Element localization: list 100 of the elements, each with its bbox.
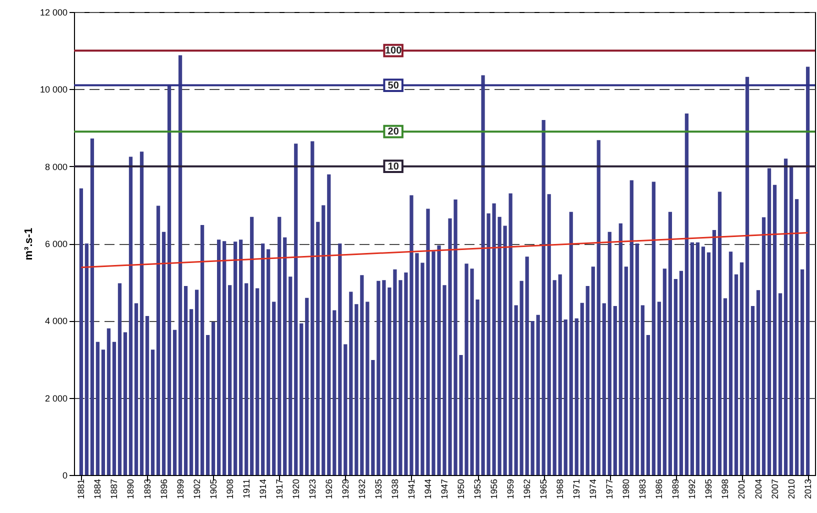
bar — [150, 350, 155, 475]
annotation: 20 — [388, 126, 400, 138]
x-tick-label: 1962 — [522, 479, 532, 500]
x-tick-label: 1890 — [126, 479, 136, 500]
x-tick-label: 1950 — [456, 479, 466, 500]
x-tick-label: 1887 — [109, 479, 120, 500]
bar — [123, 332, 128, 475]
bar — [266, 249, 270, 475]
x-tick-label: 1917 — [274, 479, 284, 500]
bar — [542, 120, 546, 475]
bar — [112, 342, 116, 475]
bar — [101, 350, 106, 475]
bar — [718, 192, 722, 475]
x-tick-label: 1938 — [390, 479, 400, 500]
x-tick-label: 1974 — [588, 479, 598, 500]
bar — [156, 206, 160, 475]
x-tick-label: 1905 — [208, 479, 218, 500]
x-tick-label: 1995 — [704, 479, 714, 500]
bar — [696, 242, 700, 475]
bar — [184, 286, 188, 475]
x-tick-label: 2004 — [753, 479, 764, 500]
x-tick-label: 1944 — [422, 479, 433, 500]
x-tick-label: 1998 — [720, 479, 730, 500]
bar — [574, 318, 578, 475]
bar — [750, 306, 755, 475]
x-tick-label: 1953 — [472, 479, 483, 500]
bar — [564, 320, 568, 475]
bar — [134, 303, 138, 475]
bar — [762, 217, 766, 475]
x-tick-label: 1989 — [670, 479, 681, 500]
bar — [239, 240, 243, 475]
bar — [602, 303, 606, 475]
bar — [288, 276, 292, 475]
x-tick-label: 2013 — [802, 479, 813, 500]
bar — [547, 194, 551, 475]
bar — [305, 298, 309, 475]
bar — [316, 222, 320, 475]
bar — [250, 216, 254, 475]
x-tick-label: 1920 — [290, 479, 301, 500]
bar — [794, 199, 799, 475]
bar — [525, 256, 529, 475]
bar — [118, 283, 122, 475]
bar — [211, 322, 216, 475]
bar — [756, 290, 760, 475]
bar — [580, 302, 584, 475]
bar — [679, 270, 684, 475]
bar — [84, 244, 89, 475]
bar — [322, 205, 326, 475]
x-tick-label: 2001 — [736, 479, 747, 500]
bar — [310, 141, 314, 475]
bar — [189, 309, 194, 475]
x-tick-label: 1965 — [538, 479, 549, 500]
x-tick-label: 1893 — [142, 479, 152, 500]
bar — [145, 316, 150, 475]
x-tick-label: 1977 — [604, 479, 615, 500]
x-tick-label: 1986 — [654, 479, 664, 500]
bar — [630, 180, 634, 475]
x-tick-label: 1959 — [506, 479, 516, 500]
x-tick-label: 1911 — [241, 479, 252, 498]
bar — [734, 274, 738, 475]
bar — [228, 285, 232, 475]
y-tick-label: 0 — [62, 470, 68, 480]
bar — [800, 269, 804, 475]
bar — [712, 230, 716, 475]
bar — [332, 310, 336, 475]
bar — [234, 242, 238, 475]
bar — [558, 274, 562, 475]
bar — [728, 252, 733, 475]
annotation: 10 — [388, 161, 400, 172]
bar — [338, 244, 342, 475]
bar — [344, 344, 348, 475]
bar — [327, 174, 331, 475]
bar — [690, 242, 694, 475]
bar — [200, 224, 204, 475]
x-tick-label: 1884 — [92, 479, 103, 500]
bar — [772, 184, 777, 475]
y-axis-title: m³.s-1 — [22, 228, 35, 260]
y-tick-label: 6 000 — [44, 239, 68, 249]
bar — [596, 140, 600, 475]
bar — [662, 268, 666, 475]
bar — [635, 244, 639, 475]
x-tick-label: 1968 — [555, 479, 566, 500]
bar — [256, 288, 260, 475]
bar — [536, 314, 540, 475]
bar — [360, 275, 364, 475]
bar — [569, 212, 573, 475]
x-tick-label: 1929 — [340, 479, 350, 500]
bar — [789, 166, 794, 475]
bar — [806, 66, 810, 475]
y-tick-label: 4 000 — [44, 316, 68, 326]
y-tick-label: 2 000 — [44, 393, 68, 404]
bar — [646, 334, 650, 475]
x-tick-label: 1932 — [356, 479, 367, 500]
x-tick-label: 1914 — [258, 479, 268, 500]
bar — [294, 144, 298, 475]
bar — [530, 321, 534, 475]
bar — [684, 113, 689, 475]
bar — [745, 76, 750, 475]
bar — [613, 306, 617, 475]
x-tick-label: 1896 — [158, 479, 169, 500]
